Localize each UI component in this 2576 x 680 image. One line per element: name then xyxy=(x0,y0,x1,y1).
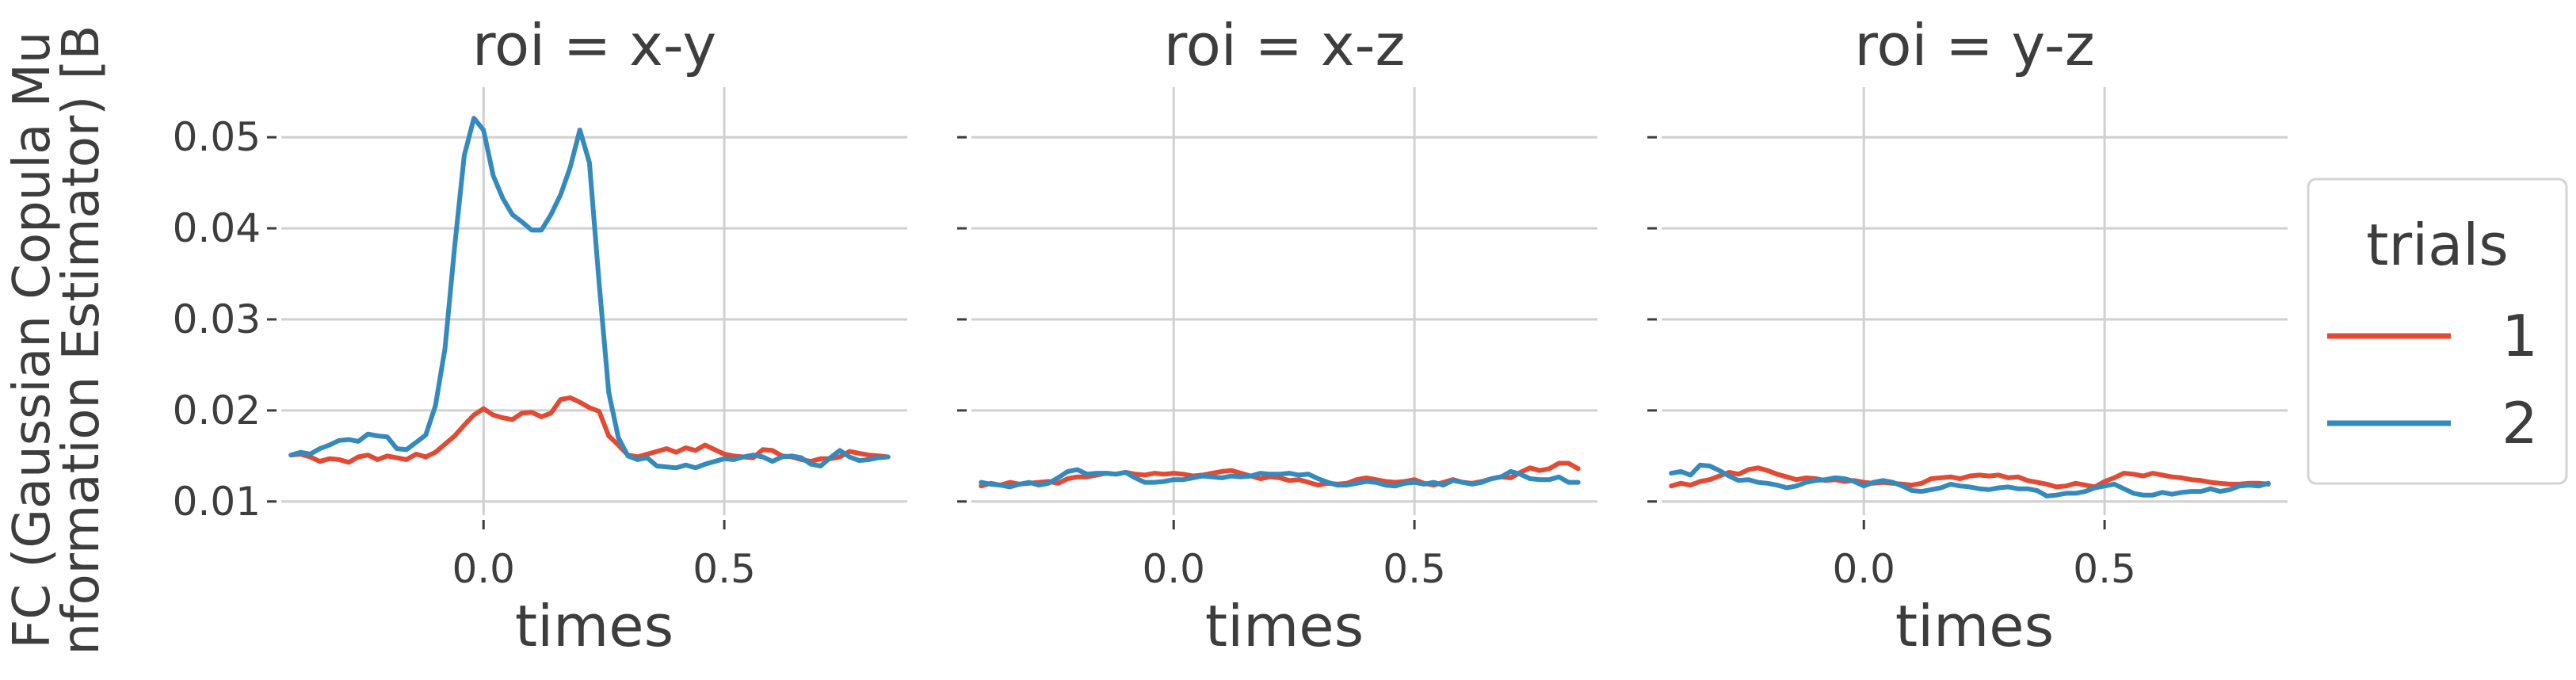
legend-title: trials xyxy=(2366,212,2508,278)
y-axis-label-line-1: FC (Gaussian Copula Mu xyxy=(3,32,62,649)
y-axis-label-line-2: nformation Estimator) [B xyxy=(52,25,111,655)
legend-frame xyxy=(2307,178,2568,485)
series-line-trial-1 xyxy=(1669,465,2271,490)
x-axis-label: times xyxy=(515,593,674,659)
panel-title: roi = y-z xyxy=(1854,12,2094,78)
y-tick-label: 0.05 xyxy=(173,114,261,160)
panel-1: 0.01 0.02 0.03 0.04 0.05 0.0 0.5 roi = x-y times xyxy=(173,12,907,659)
y-tick-label: 0.02 xyxy=(173,388,261,434)
panel-3: 0.0 0.5 roi = y-z times xyxy=(1647,12,2288,659)
legend-label-1: 1 xyxy=(2502,303,2538,369)
y-tick-label: 0.04 xyxy=(173,205,261,251)
x-axis-label: times xyxy=(1895,593,2054,659)
legend: trials 1 2 xyxy=(2307,178,2568,485)
facet-panels: 0.01 0.02 0.03 0.04 0.05 0.0 0.5 roi = x-y times… xyxy=(173,12,2288,659)
x-tick-label: 0.5 xyxy=(2073,546,2136,592)
series-line-trial-2 xyxy=(979,467,1581,490)
x-tick-label: 0.5 xyxy=(1383,546,1446,592)
series-line-trial-2 xyxy=(288,116,891,471)
x-tick-label: 0.0 xyxy=(1142,546,1205,592)
y-axis-label: FC (Gaussian Copula Mu nformation Estima… xyxy=(3,25,111,655)
panel-title: roi = x-y xyxy=(472,12,716,78)
legend-label-2: 2 xyxy=(2502,390,2538,457)
x-tick-label: 0.0 xyxy=(1832,546,1895,592)
series-line-trial-2 xyxy=(1669,462,2271,499)
panel-2: 0.0 0.5 roi = x-z times xyxy=(957,12,1597,659)
y-tick-label: 0.01 xyxy=(173,479,261,525)
panel-title: roi = x-z xyxy=(1164,12,1406,78)
series-line-trial-1 xyxy=(288,395,891,465)
y-tick-label: 0.03 xyxy=(173,296,261,342)
x-axis-label: times xyxy=(1205,593,1364,659)
x-tick-label: 0.0 xyxy=(452,546,515,592)
x-tick-label: 0.5 xyxy=(693,546,756,592)
